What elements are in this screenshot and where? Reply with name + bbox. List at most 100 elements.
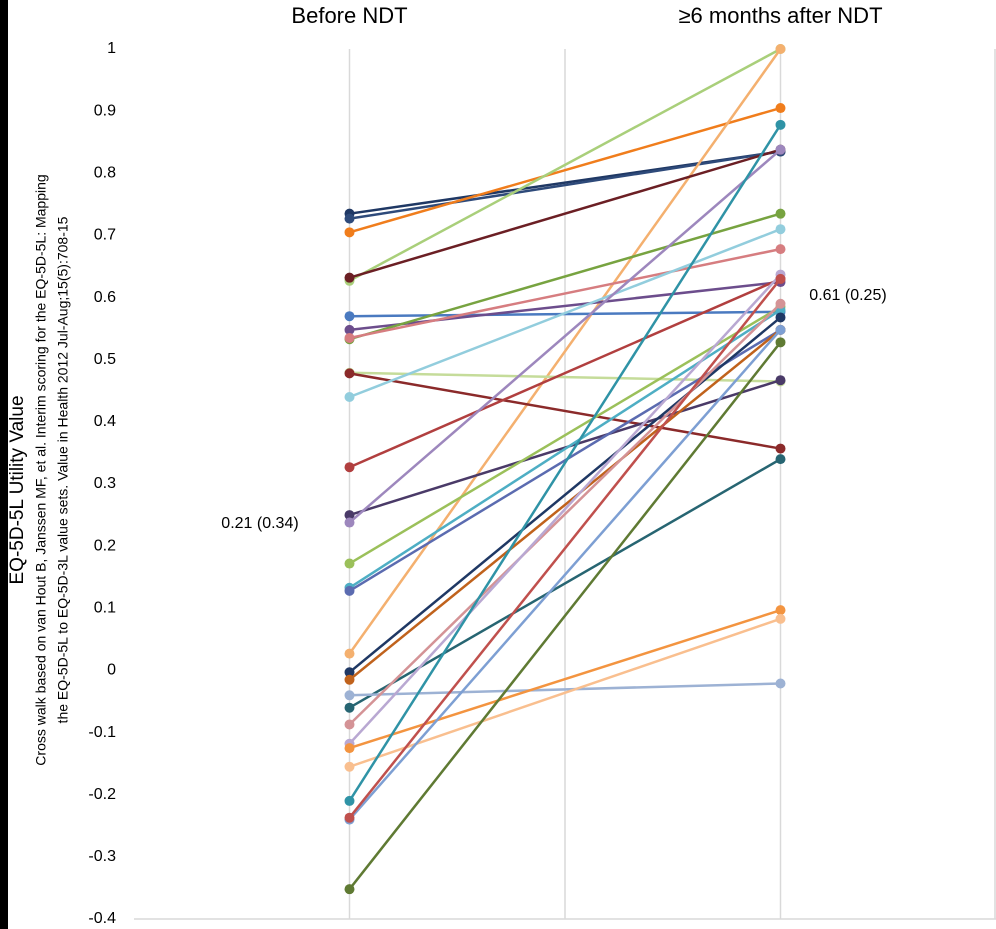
point bbox=[775, 375, 786, 386]
point bbox=[775, 324, 786, 335]
point bbox=[775, 44, 786, 54]
point bbox=[344, 795, 355, 806]
annotation: 0.21 (0.34) bbox=[221, 515, 298, 532]
series bbox=[344, 613, 786, 772]
y-tick-label: 1 bbox=[107, 40, 116, 57]
point bbox=[775, 273, 786, 284]
point bbox=[344, 558, 355, 569]
y-tick-label: 0.7 bbox=[94, 227, 116, 244]
series bbox=[344, 244, 786, 343]
point bbox=[344, 324, 355, 335]
series-line bbox=[349, 617, 781, 768]
series-line bbox=[348, 273, 782, 745]
series-line bbox=[348, 48, 782, 655]
point bbox=[775, 224, 786, 235]
point bbox=[775, 337, 786, 348]
point bbox=[344, 648, 355, 659]
series-line bbox=[349, 682, 781, 697]
vertical-gridlines bbox=[348, 49, 996, 919]
series bbox=[344, 605, 786, 754]
series-line bbox=[348, 316, 782, 674]
y-axis-label: EQ-5D-5L Utility Value bbox=[7, 395, 28, 584]
point bbox=[344, 743, 355, 754]
y-tick-label: 0.1 bbox=[94, 600, 116, 617]
point bbox=[344, 702, 355, 713]
point bbox=[775, 454, 786, 465]
point bbox=[344, 812, 355, 823]
y-axis-note: Cross walk based on van Hout B, Janssen … bbox=[33, 174, 49, 765]
column-header: ≥6 months after NDT bbox=[678, 3, 882, 28]
y-tick-label: 0.2 bbox=[94, 537, 116, 554]
column-header: Before NDT bbox=[291, 3, 407, 28]
left-edge bbox=[0, 0, 8, 929]
series bbox=[344, 678, 786, 701]
series bbox=[344, 103, 786, 238]
series-line bbox=[349, 228, 781, 399]
point bbox=[344, 667, 355, 678]
series-line bbox=[349, 247, 781, 340]
series bbox=[344, 273, 786, 823]
series-line bbox=[349, 148, 781, 279]
point bbox=[344, 884, 355, 895]
series bbox=[344, 368, 786, 454]
y-tick-label: -0.2 bbox=[88, 786, 116, 803]
point bbox=[775, 144, 786, 155]
series-line bbox=[349, 608, 781, 750]
y-tick-label: -0.4 bbox=[88, 910, 116, 927]
series-line bbox=[348, 341, 782, 890]
series bbox=[344, 224, 786, 402]
point bbox=[344, 517, 355, 528]
point bbox=[344, 585, 355, 596]
series-line bbox=[348, 305, 782, 565]
point bbox=[775, 244, 786, 255]
series-line bbox=[348, 302, 782, 726]
series-line bbox=[349, 372, 781, 450]
series-line bbox=[349, 106, 781, 234]
series bbox=[344, 119, 786, 806]
point bbox=[344, 213, 355, 224]
point bbox=[775, 119, 786, 130]
point bbox=[775, 298, 786, 309]
y-tick-label: 0.4 bbox=[94, 413, 116, 430]
point bbox=[775, 208, 786, 219]
point bbox=[344, 761, 355, 772]
point bbox=[344, 392, 355, 402]
series-line bbox=[348, 329, 782, 821]
point bbox=[344, 719, 355, 730]
point bbox=[775, 103, 786, 114]
series-line bbox=[348, 278, 782, 819]
y-axis-note: the EQ-5D-5L to EQ-5D-3L value sets. Val… bbox=[55, 216, 71, 723]
point bbox=[344, 674, 355, 685]
series bbox=[344, 337, 786, 895]
point bbox=[344, 510, 355, 521]
series-line bbox=[348, 148, 782, 524]
annotation: 0.61 (0.25) bbox=[809, 287, 886, 304]
series-line bbox=[348, 308, 782, 589]
y-tick-label: 0.8 bbox=[94, 165, 116, 182]
point bbox=[344, 227, 355, 238]
point bbox=[344, 368, 355, 379]
point bbox=[344, 311, 355, 322]
series-line bbox=[348, 277, 782, 469]
point bbox=[344, 690, 355, 701]
series bbox=[344, 44, 786, 659]
series-line bbox=[348, 124, 782, 802]
point bbox=[775, 312, 786, 323]
point bbox=[775, 613, 786, 624]
series-line bbox=[348, 47, 782, 282]
point bbox=[344, 332, 355, 343]
series bbox=[344, 144, 786, 528]
y-tick-label: -0.1 bbox=[88, 724, 116, 741]
y-tick-label: -0.3 bbox=[88, 848, 116, 865]
series-line bbox=[348, 328, 782, 681]
series-line bbox=[349, 371, 781, 383]
point bbox=[344, 272, 355, 283]
series bbox=[344, 298, 786, 730]
y-tick-label: 0.3 bbox=[94, 475, 116, 492]
y-tick-label: 0.6 bbox=[94, 289, 116, 306]
y-tick-label: 0.9 bbox=[94, 102, 116, 119]
series-line bbox=[349, 212, 781, 341]
point bbox=[775, 605, 786, 616]
